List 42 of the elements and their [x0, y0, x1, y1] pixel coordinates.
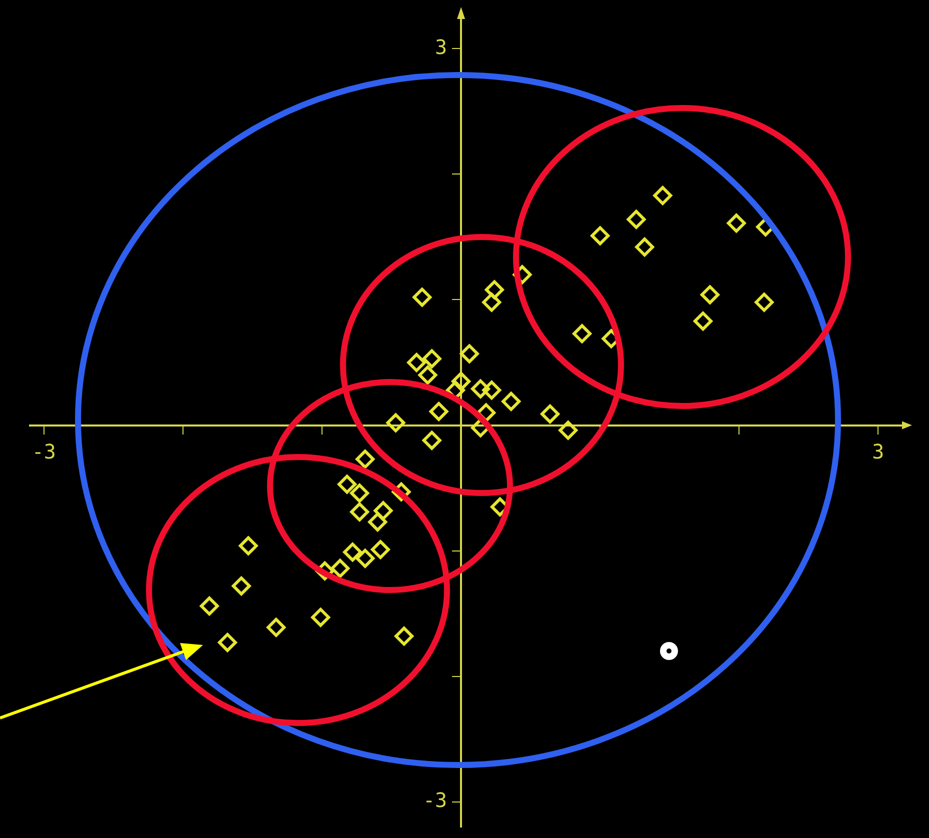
point	[407, 353, 426, 372]
point	[482, 292, 502, 312]
point	[700, 285, 720, 304]
point	[343, 542, 362, 562]
point	[540, 404, 560, 424]
point	[460, 344, 479, 364]
point	[572, 324, 592, 344]
point	[232, 576, 251, 596]
point	[356, 450, 375, 469]
point	[200, 596, 219, 616]
point	[350, 502, 370, 522]
point	[370, 540, 390, 560]
point	[626, 210, 646, 229]
point	[422, 430, 442, 450]
point	[502, 392, 521, 411]
point	[386, 413, 406, 432]
point	[330, 558, 350, 578]
point	[635, 238, 654, 257]
point	[482, 380, 502, 400]
point	[311, 608, 330, 627]
point	[412, 288, 432, 307]
point	[558, 420, 578, 440]
point	[418, 366, 438, 385]
point	[266, 618, 286, 637]
point	[238, 536, 258, 556]
point	[590, 226, 610, 246]
point	[484, 280, 504, 300]
point	[356, 548, 375, 568]
point	[338, 474, 357, 494]
point	[422, 349, 442, 368]
point	[754, 292, 774, 312]
point	[653, 186, 672, 206]
point	[368, 512, 388, 532]
point	[429, 402, 448, 421]
point	[394, 626, 414, 646]
point	[693, 312, 712, 331]
point	[452, 372, 471, 391]
point	[374, 501, 393, 520]
point	[350, 484, 370, 503]
point	[471, 379, 490, 398]
point	[726, 214, 746, 233]
point	[218, 632, 237, 652]
